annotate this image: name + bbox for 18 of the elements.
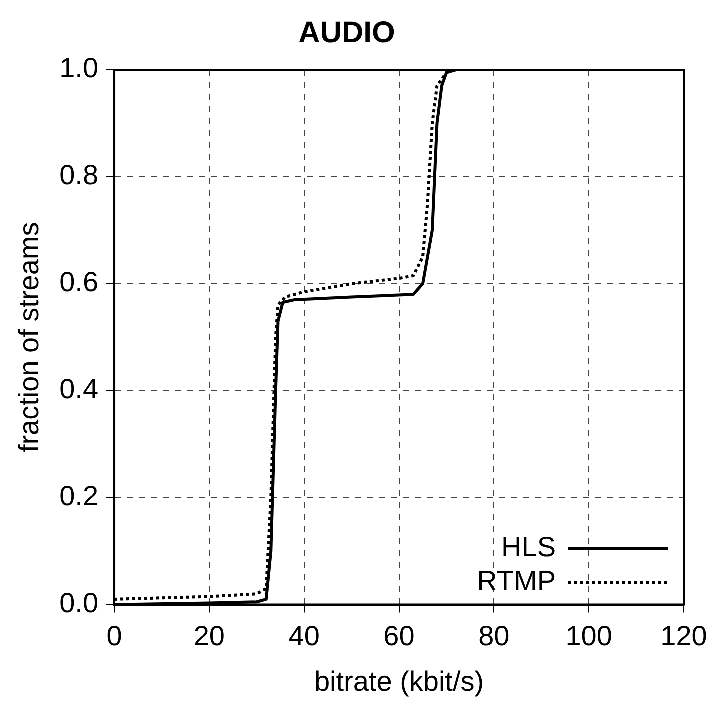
y-tick-label: 0.6: [60, 266, 99, 298]
y-tick-label: 0.2: [60, 480, 99, 512]
x-tick-label: 20: [194, 620, 226, 652]
y-axis-title: fraction of streams: [14, 222, 45, 453]
y-tick-label: 0.8: [60, 160, 99, 191]
x-tick-label: 80: [478, 620, 510, 652]
x-tick-label: 0: [106, 620, 122, 652]
y-tick-label: 0.0: [60, 588, 99, 619]
legend-label: HLS: [502, 532, 556, 563]
chart-title: AUDIO: [298, 16, 396, 50]
x-axis-title: bitrate (kbit/s): [314, 666, 484, 697]
y-tick-label: 0.4: [60, 374, 99, 405]
x-tick-label: 100: [566, 620, 612, 652]
x-tick-label: 60: [384, 620, 415, 652]
y-tick-label: 1.0: [60, 52, 99, 84]
legend-label: RTMP: [477, 566, 556, 597]
x-tick-label: 40: [288, 620, 320, 652]
x-tick-label: 120: [660, 620, 708, 652]
